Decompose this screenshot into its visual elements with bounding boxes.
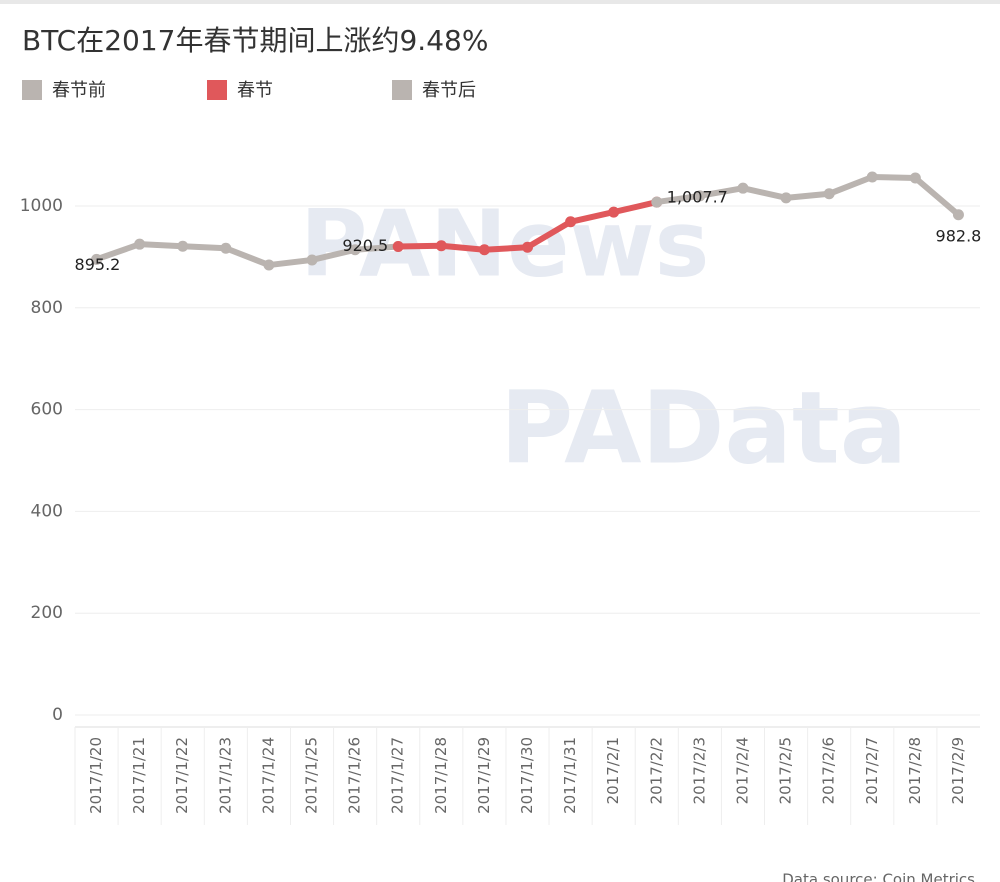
point [694, 190, 706, 202]
legend-swatch [207, 80, 227, 100]
point [909, 172, 921, 184]
point [522, 241, 533, 253]
x-tick-label: 2017/1/22 [173, 737, 191, 814]
x-tick-label: 2017/1/27 [389, 737, 407, 814]
point [866, 171, 878, 183]
x-tick-label: 2017/1/26 [346, 737, 364, 814]
x-tick-label: 2017/2/8 [906, 737, 924, 804]
watermark: PAData [500, 369, 907, 486]
y-tick-label: 400 [31, 501, 63, 521]
y-tick-label: 600 [31, 400, 63, 420]
point [651, 196, 663, 208]
point [780, 192, 792, 204]
x-tick-label: 2017/2/1 [604, 737, 622, 804]
legend-swatch [22, 80, 42, 100]
x-tick-label: 2017/2/5 [777, 737, 795, 804]
data-label: 920.5 [342, 236, 388, 255]
top-bar [0, 0, 1000, 4]
x-tick-label: 2017/2/7 [863, 737, 881, 804]
series-line [656, 173, 961, 218]
x-tick-label: 2017/1/24 [259, 737, 277, 814]
x-tick-label: 2017/1/20 [87, 737, 105, 814]
x-tick-label: 2017/1/25 [303, 737, 321, 814]
point [435, 240, 447, 252]
point [177, 240, 189, 252]
legend-label: 春节后 [422, 80, 476, 101]
x-tick-label: 2017/2/6 [820, 737, 838, 804]
x-tick-label: 2017/1/23 [216, 737, 234, 814]
point [823, 188, 835, 200]
source: Data source: Coin Metrics [782, 871, 975, 882]
series-line [95, 241, 399, 269]
x-tick-label: 2017/2/3 [690, 737, 708, 804]
chart-title: BTC在2017年春节期间上涨约9.48% [22, 24, 488, 57]
point [565, 216, 577, 228]
x-tick-label: 2017/1/28 [432, 737, 450, 814]
point [306, 254, 318, 266]
data-label: 1,007.7 [667, 188, 728, 207]
x-tick-label: 2017/1/21 [130, 737, 148, 814]
y-tick-label: 200 [31, 603, 63, 623]
data-label: 982.8 [936, 226, 982, 245]
x-tick-label: 2017/1/30 [518, 737, 536, 814]
x-tick-label: 2017/2/9 [949, 737, 967, 804]
legend-label: 春节 [237, 80, 273, 101]
point [952, 209, 964, 221]
point [737, 182, 749, 194]
x-tick-label: 2017/1/29 [475, 737, 493, 814]
point [134, 238, 146, 250]
point [478, 244, 490, 256]
data-label: 895.2 [75, 255, 121, 274]
y-tick-label: 1000 [20, 196, 63, 216]
point [608, 206, 620, 218]
legend-label: 春节前 [52, 80, 106, 101]
point [392, 240, 404, 252]
point [91, 253, 103, 265]
legend-swatch [392, 80, 412, 100]
x-tick-label: 2017/1/31 [561, 737, 579, 814]
point [220, 242, 232, 254]
x-tick-label: 2017/2/4 [733, 737, 751, 804]
x-tick-label: 2017/2/2 [647, 737, 665, 804]
y-tick-label: 0 [52, 705, 63, 725]
point [263, 259, 275, 271]
y-tick-label: 800 [31, 298, 63, 318]
point [349, 244, 361, 256]
